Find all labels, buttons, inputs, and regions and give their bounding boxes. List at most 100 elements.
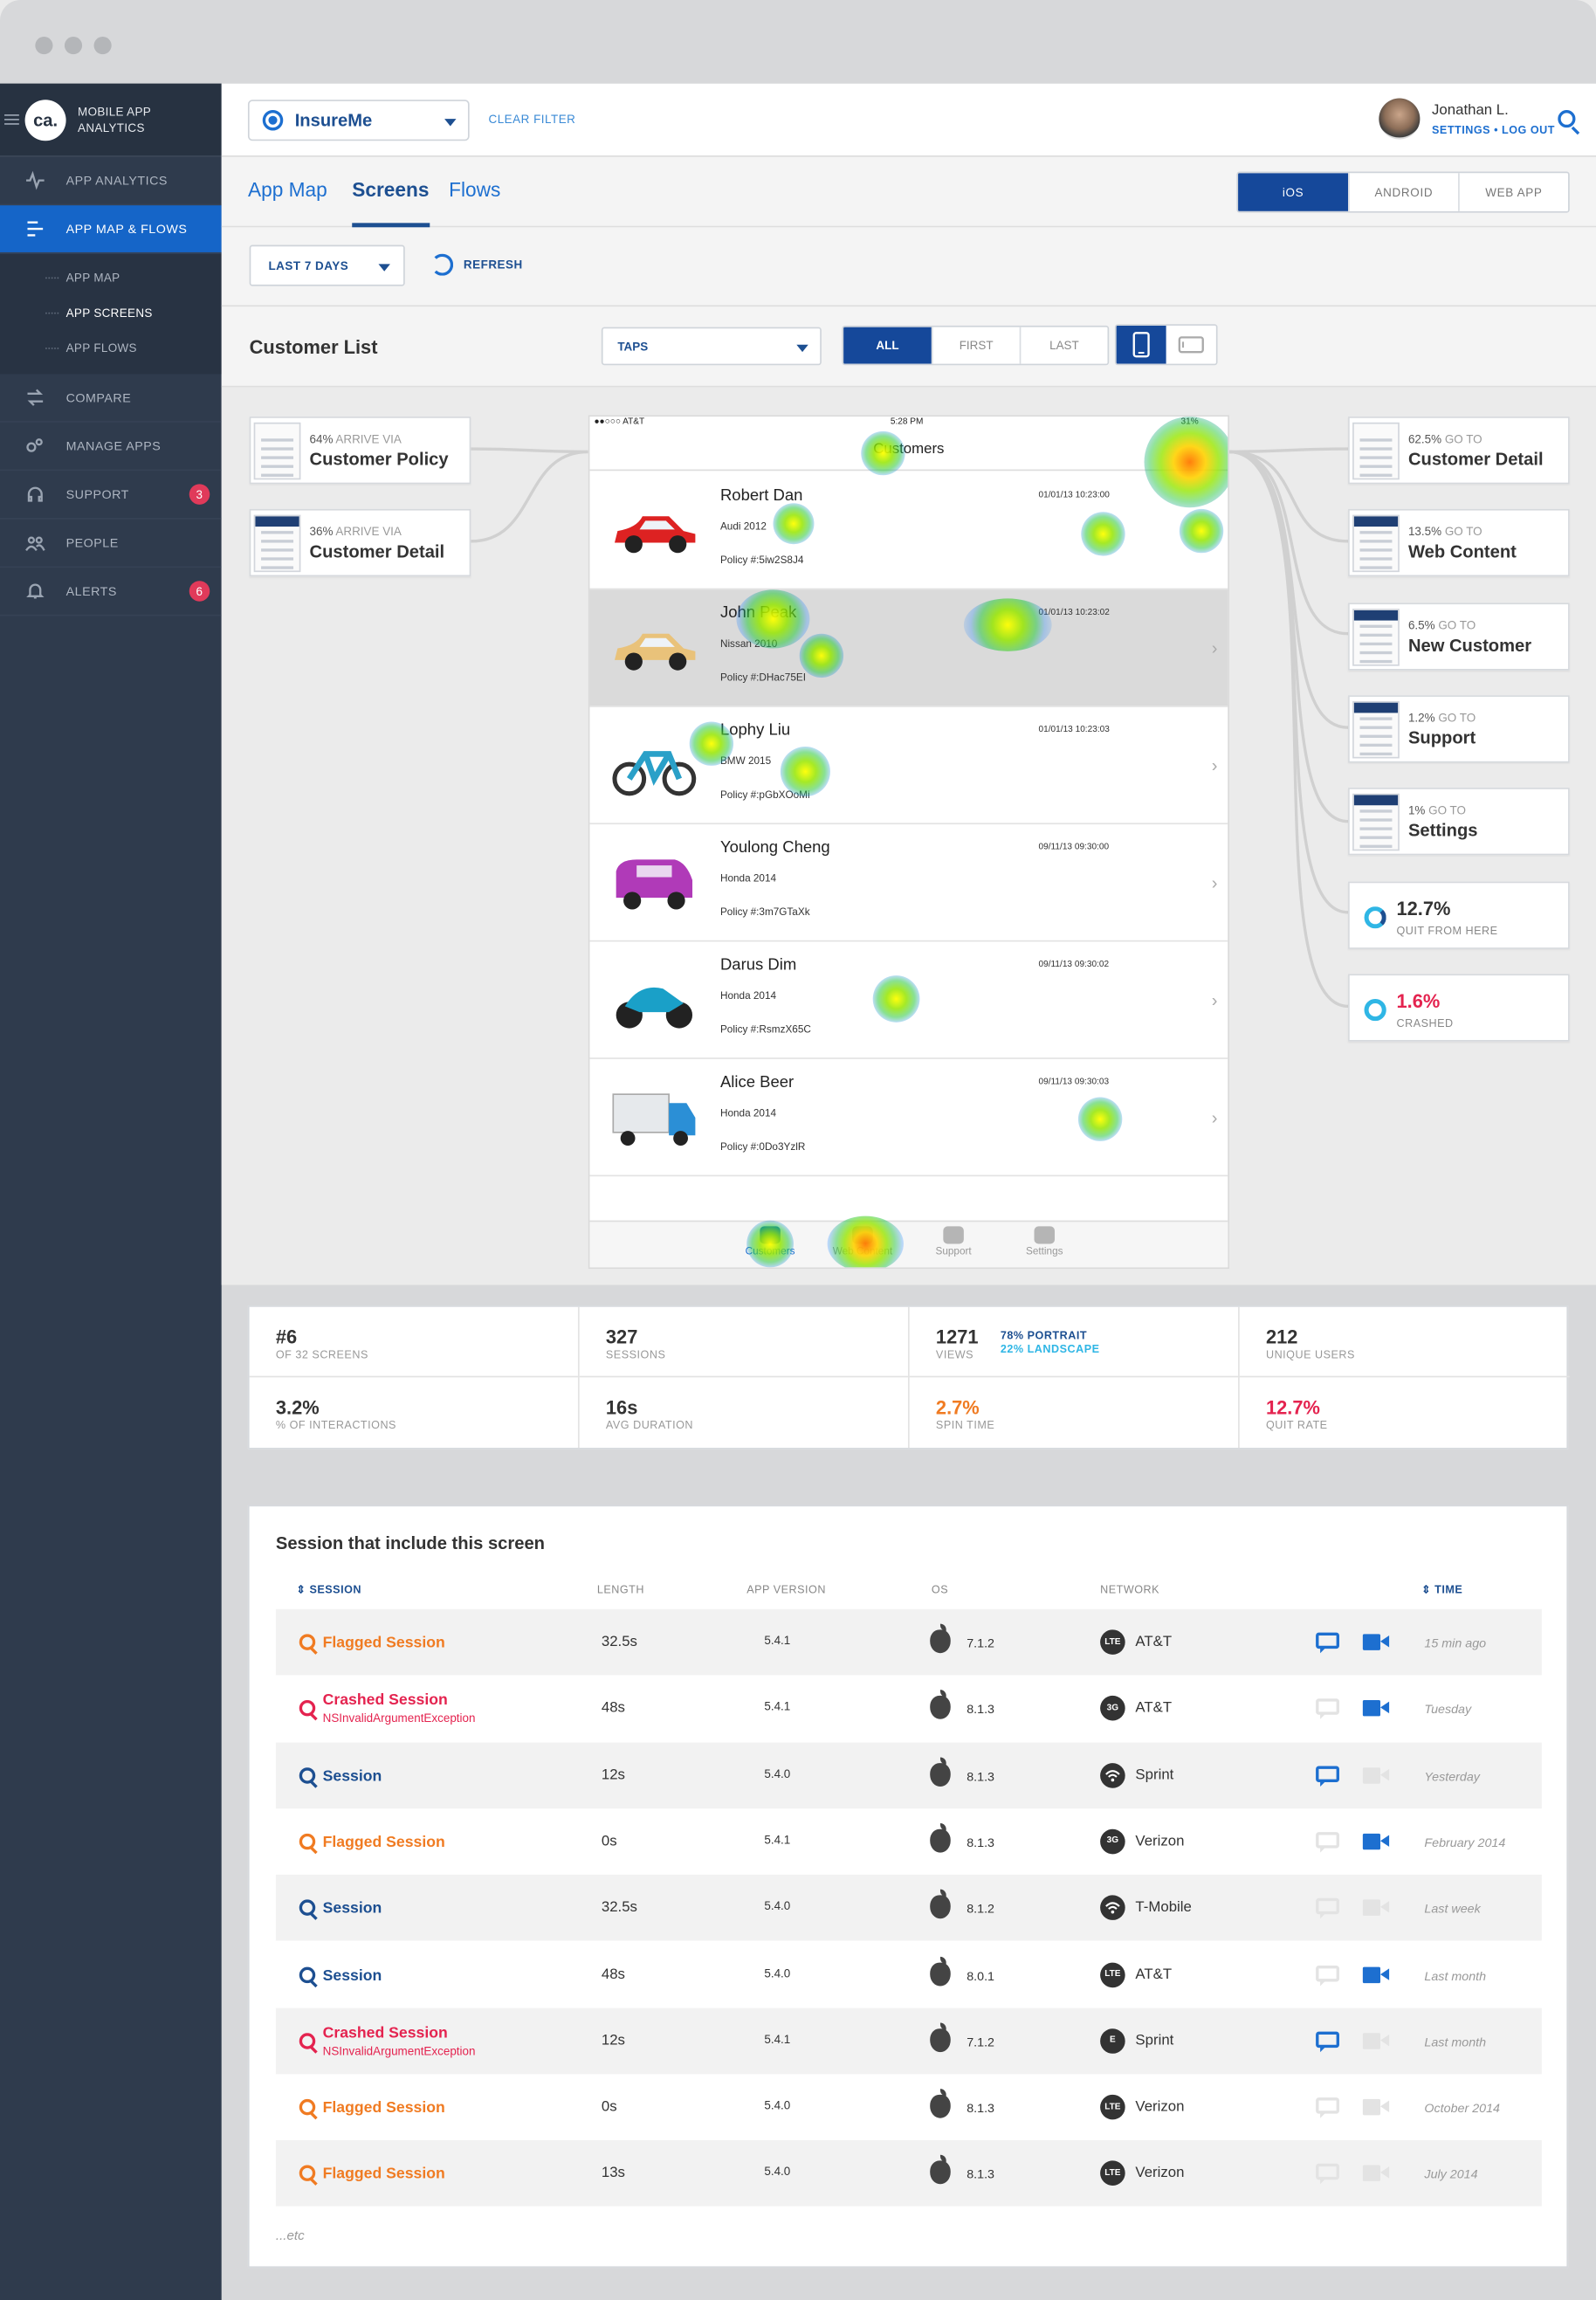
sidebar-item-app-analytics[interactable]: APP ANALYTICS bbox=[0, 157, 222, 206]
customer-car: Honda 2014 bbox=[719, 991, 777, 1002]
outbound-screen-name: New Customer bbox=[1407, 634, 1532, 656]
session-name-link[interactable]: Flagged Session bbox=[322, 1634, 445, 1652]
portrait-button[interactable] bbox=[1116, 325, 1166, 364]
close-dot[interactable] bbox=[35, 36, 53, 55]
session-name-link[interactable]: Session bbox=[322, 1966, 382, 1984]
landscape-button[interactable] bbox=[1166, 325, 1216, 364]
quit-card[interactable]: 12.7% QUIT FROM HERE bbox=[1348, 881, 1570, 949]
hamburger-menu-icon[interactable] bbox=[4, 114, 19, 125]
session-row[interactable]: Session 32.5s 5.4.0 8.1.2 T-Mobile Last week bbox=[275, 1875, 1542, 1941]
session-name-link[interactable]: Session bbox=[322, 1766, 382, 1785]
magnifier-icon bbox=[299, 1634, 316, 1650]
date-range-dropdown[interactable]: LAST 7 DAYS bbox=[249, 244, 405, 286]
customer-name: Robert Dan bbox=[719, 486, 803, 505]
outbound-screen-card[interactable]: 6.5% GO TO New Customer bbox=[1348, 602, 1570, 671]
customer-row[interactable]: Lophy Liu BMW 2015 Policy #:pGbXOoMi 01/01/… bbox=[589, 707, 1228, 825]
video-icon[interactable] bbox=[1362, 1833, 1390, 1850]
sort-session-header[interactable]: ⇕ SESSION bbox=[296, 1582, 362, 1596]
clear-filter-link[interactable]: CLEAR FILTER bbox=[488, 113, 576, 127]
logout-link[interactable]: LOG OUT bbox=[1502, 122, 1555, 136]
outbound-screen-card[interactable]: 1% GO TO Settings bbox=[1348, 788, 1570, 856]
session-name-link[interactable]: Flagged Session bbox=[322, 2099, 445, 2118]
filter-all-button[interactable]: ALL bbox=[843, 327, 932, 364]
inbound-screen-card[interactable]: 64% ARRIVE VIA Customer Policy bbox=[249, 417, 471, 485]
chat-icon[interactable] bbox=[1316, 1632, 1339, 1654]
session-row[interactable]: Crashed Session NSInvalidArgumentExceptio… bbox=[276, 1676, 1542, 1742]
session-name-link[interactable]: Flagged Session bbox=[322, 1833, 445, 1851]
session-row[interactable]: Session 48s 5.4.0 8.0.1 LTE AT&T Last month bbox=[276, 1941, 1542, 2007]
session-name-link[interactable]: Session bbox=[322, 1899, 382, 1918]
sidebar-subitem-app-screens[interactable]: APP SCREENS bbox=[0, 295, 222, 330]
platform-webapp-button[interactable]: WEB APP bbox=[1458, 173, 1569, 211]
sidebar-subitem-app-map[interactable]: APP MAP bbox=[0, 259, 222, 294]
phone-tab-web-content[interactable]: Web Content bbox=[826, 1226, 899, 1257]
phone-tab-settings[interactable]: Settings bbox=[1008, 1226, 1081, 1257]
session-row[interactable]: Session 12s 5.4.0 8.1.3 Sprint Yesterday bbox=[275, 1741, 1542, 1808]
session-name-link[interactable]: Flagged Session bbox=[322, 2166, 445, 2184]
outbound-pct-value: 62.5% bbox=[1407, 432, 1442, 446]
video-icon[interactable] bbox=[1362, 1634, 1390, 1650]
settings-link[interactable]: SETTINGS bbox=[1432, 122, 1491, 136]
outbound-screen-name: Customer Detail bbox=[1407, 449, 1544, 470]
tab-app-map[interactable]: App Map bbox=[247, 178, 327, 202]
filter-first-button[interactable]: FIRST bbox=[931, 327, 1020, 364]
session-name-link[interactable]: Crashed Session bbox=[322, 1691, 448, 1710]
refresh-button[interactable]: REFRESH bbox=[430, 253, 523, 276]
inbound-screen-card[interactable]: 36% ARRIVE VIA Customer Detail bbox=[249, 508, 471, 577]
chat-icon[interactable] bbox=[1316, 2031, 1339, 2052]
phone-tab-support[interactable]: Support bbox=[917, 1226, 990, 1257]
session-row[interactable]: Flagged Session 0s 5.4.1 8.1.3 3G Verizon Febr… bbox=[276, 1808, 1542, 1875]
network-header: NETWORK bbox=[1100, 1582, 1160, 1596]
sidebar-item-people[interactable]: PEOPLE bbox=[0, 520, 222, 568]
filter-last-button[interactable]: LAST bbox=[1019, 327, 1108, 364]
sidebar-item-alerts[interactable]: ALERTS 6 bbox=[0, 568, 222, 616]
session-name-link[interactable]: Crashed Session bbox=[322, 2023, 448, 2042]
tab-flows[interactable]: Flows bbox=[449, 178, 501, 202]
avatar[interactable] bbox=[1379, 98, 1421, 140]
crash-card[interactable]: 1.6% CRASHED bbox=[1348, 974, 1570, 1042]
customer-row[interactable]: Darus Dim Honda 2014 Policy #:RsmzX65C 09/1… bbox=[589, 941, 1228, 1059]
customer-row[interactable]: Youlong Cheng Honda 2014 Policy #:3m7GTaXk… bbox=[589, 824, 1228, 942]
sidebar-item-compare[interactable]: COMPARE bbox=[0, 374, 222, 423]
session-network: Verizon bbox=[1135, 2166, 1185, 2182]
event-type-dropdown[interactable]: TAPS bbox=[601, 327, 822, 366]
customer-row[interactable]: Alice Beer Honda 2014 Policy #:0Do3YzlR 09/… bbox=[589, 1059, 1228, 1177]
people-icon bbox=[24, 531, 47, 554]
apple-icon bbox=[930, 2089, 951, 2118]
outbound-screen-card[interactable]: 13.5% GO TO Web Content bbox=[1348, 509, 1570, 577]
session-row[interactable]: Flagged Session 32.5s 5.4.1 7.1.2 LTE AT&T 15 … bbox=[275, 1608, 1542, 1676]
session-network: Verizon bbox=[1135, 1833, 1185, 1850]
app-selector-dropdown[interactable]: InsureMe bbox=[247, 100, 470, 141]
inbound-via: ARRIVE VIA bbox=[335, 525, 402, 539]
maximize-dot[interactable] bbox=[93, 36, 112, 55]
outbound-screen-card[interactable]: 1.2% GO TO Support bbox=[1348, 695, 1570, 763]
sort-time-header[interactable]: ⇕ TIME bbox=[1421, 1582, 1463, 1596]
session-row[interactable]: Flagged Session 0s 5.4.0 8.1.3 LTE Verizon Oct… bbox=[276, 2074, 1542, 2140]
session-app-version: 5.4.0 bbox=[764, 2166, 791, 2179]
phone-screen-preview: ●●○○○ AT&T 5:28 PM 31% Customers Robert … bbox=[588, 415, 1229, 1270]
sidebar-item-support[interactable]: SUPPORT 3 bbox=[0, 471, 222, 520]
platform-ios-button[interactable]: iOS bbox=[1238, 173, 1349, 211]
session-os-version: 8.1.3 bbox=[967, 1835, 994, 1850]
sidebar-subitem-app-flows[interactable]: APP FLOWS bbox=[0, 330, 222, 365]
customer-row[interactable]: Robert Dan Audi 2012 Policy #:5iw2S8J4 01/0… bbox=[589, 472, 1228, 590]
platform-android-button[interactable]: ANDROID bbox=[1348, 173, 1459, 211]
phone-tab-customers[interactable]: Customers bbox=[733, 1226, 807, 1257]
customer-row[interactable]: John Peak Nissan 2010 Policy #:DHac75EI 01/… bbox=[589, 589, 1228, 707]
sidebar-item-manage-apps[interactable]: MANAGE APPS bbox=[0, 423, 222, 472]
session-row[interactable]: Flagged Session 13s 5.4.0 8.1.3 LTE Verizon Ju… bbox=[275, 2140, 1542, 2207]
video-icon[interactable] bbox=[1362, 1966, 1390, 1983]
search-icon[interactable] bbox=[1558, 109, 1576, 128]
minimize-dot[interactable] bbox=[64, 36, 83, 55]
outbound-screen-name: Web Content bbox=[1407, 541, 1517, 562]
outbound-screen-card[interactable]: 62.5% GO TO Customer Detail bbox=[1348, 417, 1570, 485]
bell-icon bbox=[24, 580, 47, 603]
customer-name: Alice Beer bbox=[719, 1073, 795, 1091]
chat-icon[interactable] bbox=[1316, 1765, 1339, 1787]
video-icon[interactable] bbox=[1362, 1700, 1390, 1717]
sidebar-item-app-map-flows[interactable]: APP MAP & FLOWS bbox=[0, 205, 222, 254]
screen-title: Customer List bbox=[249, 335, 378, 358]
session-os-version: 7.1.2 bbox=[967, 1635, 994, 1650]
tab-screens[interactable]: Screens bbox=[352, 178, 430, 228]
session-row[interactable]: Crashed Session NSInvalidArgumentExceptio… bbox=[275, 2007, 1542, 2074]
